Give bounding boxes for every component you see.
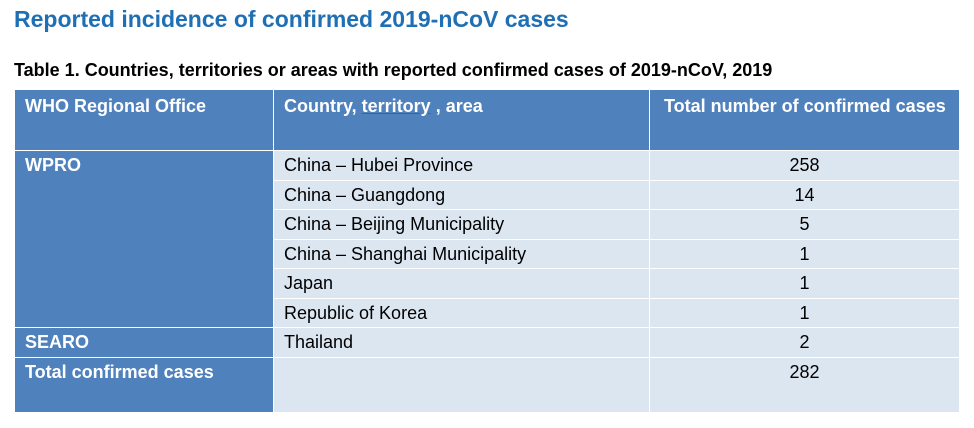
country-cell: Japan [273,268,650,299]
header-country-prefix: Country, [284,96,362,116]
cases-cell: 1 [649,268,960,299]
table-row: Republic of Korea 1 [15,297,960,328]
header-country-suffix: , area [430,96,483,116]
cases-cell: 1 [649,297,960,328]
cases-cell: 1 [649,238,960,269]
cases-cell: 2 [649,327,960,358]
country-cell: China – Hubei Province [273,150,650,181]
country-cell: Thailand [273,327,650,358]
table-row: China – Shanghai Municipality 1 [15,238,960,269]
page-heading: Reported incidence of confirmed 2019-nCo… [14,6,569,32]
header-country: Country, territory , area [273,89,650,151]
cases-table: WHO Regional Office Country, territory ,… [14,89,960,413]
table-header-row: WHO Regional Office Country, territory ,… [14,89,960,151]
total-cases: 282 [649,356,960,413]
cases-cell: 14 [649,179,960,210]
total-label: Total confirmed cases [14,356,274,413]
country-cell: China – Guangdong [273,179,650,210]
header-country-underlined: territory [361,96,431,116]
table-row: SEARO Thailand 2 [14,327,960,358]
country-cell: China – Shanghai Municipality [273,238,650,269]
total-country-cell [273,356,650,413]
table-row: Japan 1 [15,268,960,299]
region-cell-wpro: WPRO [14,150,274,328]
country-cell: China – Beijing Municipality [273,209,650,240]
table-row: China – Guangdong 14 [15,179,960,210]
table-row: WPRO China – Hubei Province 258 [14,150,960,328]
cases-cell: 5 [649,209,960,240]
country-cell: Republic of Korea [273,297,650,328]
table-caption: Table 1. Countries, territories or areas… [14,60,773,80]
region-cell-searo: SEARO [14,327,274,358]
total-row: Total confirmed cases 282 [14,356,960,413]
cases-cell: 258 [649,150,960,181]
header-count: Total number of confirmed cases [649,89,960,151]
header-region: WHO Regional Office [14,89,274,151]
